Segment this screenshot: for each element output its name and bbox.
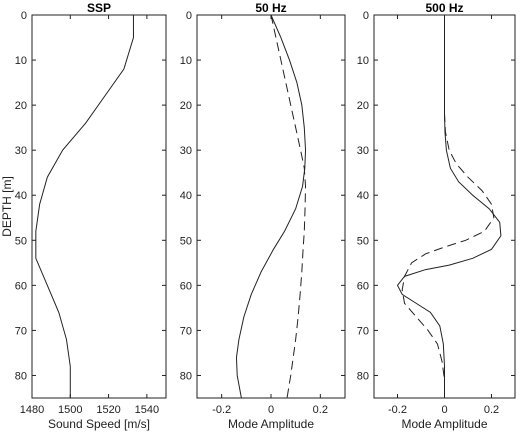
y-tick-label: 40 <box>180 190 192 202</box>
y-tick-label: 50 <box>180 235 192 247</box>
y-tick-label: 50 <box>357 235 369 247</box>
y-tick-label: 60 <box>180 280 192 292</box>
y-tick-label: 10 <box>15 55 27 67</box>
panel-500hz: 500 Hz -0.2 0 0.2 0 10 20 30 40 50 60 70 80 Mode Ampl… <box>357 1 516 431</box>
y-tick-label: 0 <box>363 10 369 22</box>
panel-title: SSP <box>87 1 111 15</box>
x-tick-label: -0.2 <box>212 404 231 416</box>
y-tick-label: 30 <box>180 145 192 157</box>
x-tick-label: 1500 <box>58 404 82 416</box>
series-line-dashed <box>270 14 307 399</box>
panel-title: 500 Hz <box>425 1 463 15</box>
y-tick-label: 80 <box>15 370 27 382</box>
panel-title: 50 Hz <box>255 1 286 15</box>
series-line-solid <box>396 15 502 398</box>
y-tick-label: 70 <box>357 325 369 337</box>
y-tick-label: 60 <box>15 280 27 292</box>
y-tick-label: 30 <box>357 145 369 157</box>
y-tick-label: 20 <box>180 100 192 112</box>
y-tick-label: 10 <box>357 55 369 67</box>
y-axis-label: DEPTH [m] <box>0 176 14 237</box>
y-tick-label: 80 <box>180 370 192 382</box>
x-tick-label: 1480 <box>20 404 44 416</box>
series-line-solid <box>235 14 307 399</box>
y-tick-label: 40 <box>15 190 27 202</box>
series-line-solid <box>35 15 134 398</box>
x-tick-label: 0 <box>268 404 274 416</box>
y-tick-label: 0 <box>186 10 192 22</box>
y-tick-label: 0 <box>21 10 27 22</box>
y-tick-label: 70 <box>15 325 27 337</box>
x-tick-label: 1540 <box>135 404 159 416</box>
y-tick-label: 20 <box>15 100 27 112</box>
y-tick-label: 60 <box>357 280 369 292</box>
x-tick-label: 0.2 <box>313 404 328 416</box>
x-tick-label: 0 <box>441 404 447 416</box>
plot-frame <box>31 14 167 399</box>
x-axis-label: Mode Amplitude <box>401 417 487 431</box>
y-tick-label: 10 <box>180 55 192 67</box>
y-tick-label: 80 <box>357 370 369 382</box>
panel-50hz: 50 Hz -0.2 0 0.2 0 10 20 30 40 50 60 70 80 Mode Ampli… <box>180 1 346 431</box>
x-tick-label: 0.2 <box>484 404 499 416</box>
y-tick-label: 30 <box>15 145 27 157</box>
y-tick-label: 70 <box>180 325 192 337</box>
x-tick-label: 1520 <box>96 404 120 416</box>
x-tick-label: -0.2 <box>388 404 407 416</box>
y-tick-label: 20 <box>357 100 369 112</box>
panel-ssp: SSP 1480 1500 1520 1540 0 10 20 30 40 50 60 70 80 Soun… <box>0 1 167 431</box>
x-axis-label: Sound Speed [m/s] <box>48 417 150 431</box>
y-tick-label: 50 <box>15 235 27 247</box>
series-line-dashed <box>401 15 495 398</box>
plot-frame <box>196 14 346 399</box>
y-tick-label: 40 <box>357 190 369 202</box>
x-axis-label: Mode Amplitude <box>228 417 314 431</box>
